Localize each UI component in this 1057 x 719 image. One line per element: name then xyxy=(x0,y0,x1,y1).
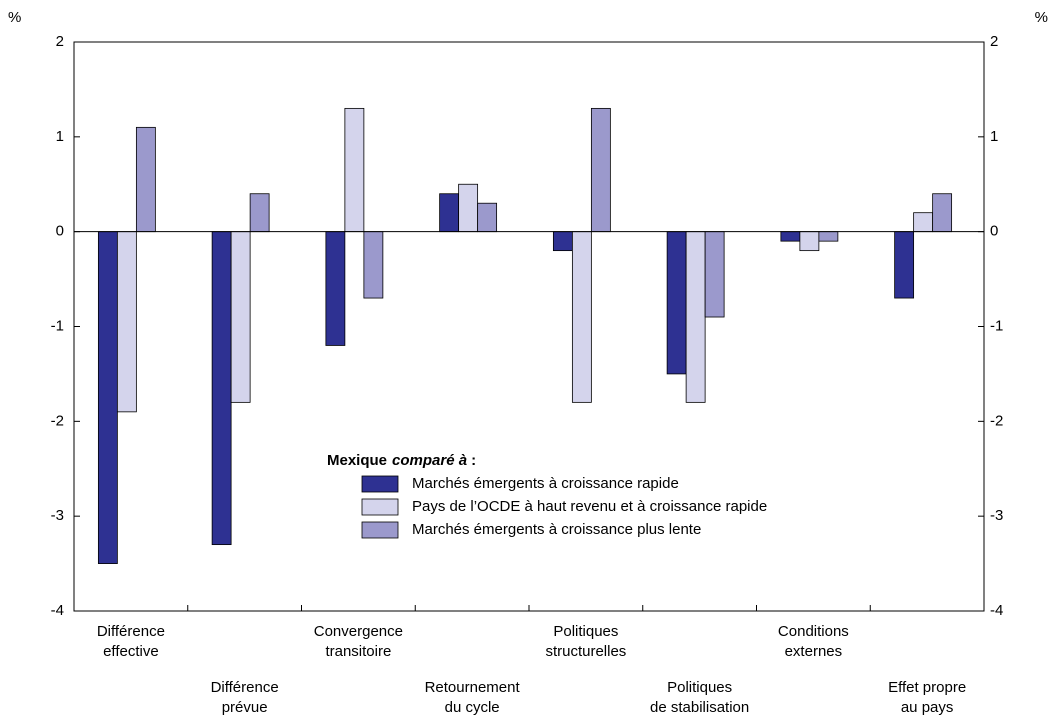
x-tick-label: au pays xyxy=(901,699,954,716)
legend-label: Marchés émergents à croissance plus lent… xyxy=(412,521,701,538)
y2-unit: % xyxy=(1035,9,1048,26)
bar xyxy=(477,202,498,233)
y-tick-label: -3 xyxy=(51,507,64,524)
y2-tick-label: 2 xyxy=(990,33,998,50)
y2-tick-label: 0 xyxy=(990,223,998,240)
y2-tick-label: 1 xyxy=(990,128,998,145)
bar xyxy=(894,231,915,299)
x-tick-label: Retournement xyxy=(425,679,521,696)
bar xyxy=(249,193,270,233)
legend-title: Mexique comparé à: xyxy=(327,452,476,469)
bar xyxy=(666,231,687,375)
legend-swatch xyxy=(361,521,399,539)
x-tick-label: prévue xyxy=(222,699,268,716)
bar xyxy=(230,231,251,403)
legend-title-bold: Mexique xyxy=(327,452,387,469)
bar xyxy=(325,231,346,346)
x-tick-label: Différence xyxy=(97,623,165,640)
legend-swatch xyxy=(361,498,399,516)
bar xyxy=(932,193,953,233)
bar xyxy=(135,126,156,233)
plot-frame xyxy=(73,41,985,612)
bar xyxy=(344,107,365,233)
bar xyxy=(913,212,934,233)
x-tick-label: structurelles xyxy=(545,643,626,660)
x-tick-label: effective xyxy=(103,643,159,660)
x-tick-label: Convergence xyxy=(314,623,403,640)
bar xyxy=(780,231,801,242)
bar xyxy=(552,231,573,252)
legend-title-suffix: : xyxy=(471,452,476,469)
y-unit: % xyxy=(8,9,21,26)
y-tick-label: -1 xyxy=(51,317,64,334)
bar xyxy=(799,231,820,252)
x-tick-label: du cycle xyxy=(445,699,500,716)
bar xyxy=(363,231,384,299)
bar xyxy=(439,193,460,233)
y2-tick-label: -2 xyxy=(990,412,1003,429)
y-tick-label: 0 xyxy=(56,223,64,240)
bar xyxy=(571,231,592,403)
bar xyxy=(704,231,725,318)
bar xyxy=(211,231,232,546)
bar xyxy=(458,183,479,233)
x-tick-label: Effet propre xyxy=(888,679,966,696)
y-tick-label: 1 xyxy=(56,128,64,145)
legend-label: Marchés émergents à croissance rapide xyxy=(412,475,679,492)
y-tick-label: -4 xyxy=(51,602,64,619)
bar xyxy=(116,231,137,413)
x-tick-label: de stabilisation xyxy=(650,699,749,716)
x-tick-label: transitoire xyxy=(325,643,391,660)
bar xyxy=(818,231,839,242)
legend-title-italic: comparé à xyxy=(392,452,467,469)
x-tick-label: Conditions xyxy=(778,623,849,640)
y-tick-label: -2 xyxy=(51,412,64,429)
legend-swatch xyxy=(361,475,399,493)
bar xyxy=(685,231,706,403)
y2-tick-label: -4 xyxy=(990,602,1003,619)
x-tick-label: Politiques xyxy=(667,679,732,696)
x-tick-label: externes xyxy=(785,643,843,660)
x-tick-label: Différence xyxy=(211,679,279,696)
x-tick-label: Politiques xyxy=(553,623,618,640)
y-tick-label: 2 xyxy=(56,33,64,50)
y2-tick-label: -3 xyxy=(990,507,1003,524)
bar xyxy=(590,107,611,233)
y2-tick-label: -1 xyxy=(990,317,1003,334)
legend-label: Pays de l’OCDE à haut revenu et à croiss… xyxy=(412,498,767,515)
bar xyxy=(97,231,118,564)
